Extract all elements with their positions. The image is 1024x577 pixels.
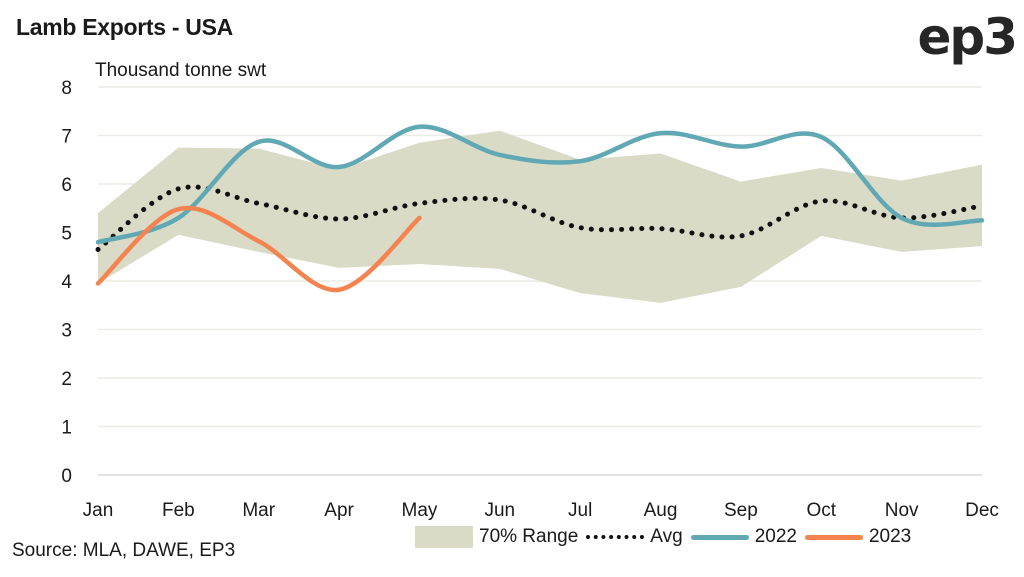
legend-swatch-2022	[690, 534, 749, 540]
legend-item-avg: Avg	[586, 526, 683, 548]
x-tick-label: Apr	[324, 500, 354, 521]
x-tick-label: Jun	[484, 500, 515, 521]
x-tick-label: Mar	[242, 500, 275, 521]
y-tick-label: 2	[61, 369, 72, 390]
legend-swatch-range	[415, 526, 473, 548]
source-note: Source: MLA, DAWE, EP3	[12, 540, 236, 561]
y-tick-label: 6	[61, 175, 72, 196]
x-tick-label: Dec	[965, 500, 999, 521]
y-axis-unit-label: Thousand tonne swt	[95, 60, 267, 81]
legend-swatch-2023	[804, 534, 863, 540]
x-tick-label: May	[402, 500, 438, 521]
y-tick-label: 5	[61, 224, 72, 245]
x-tick-label: Oct	[806, 500, 836, 521]
legend-label-range: 70% Range	[479, 526, 579, 547]
y-tick-label: 7	[61, 127, 72, 148]
x-tick-label: Jan	[83, 500, 114, 521]
series-line-2023	[95, 205, 422, 293]
legend-item-range: 70% Range	[415, 526, 578, 548]
x-tick-label: Aug	[644, 500, 678, 521]
legend: 70% Range Avg 2022 2023	[415, 526, 919, 548]
legend-label-avg: Avg	[650, 526, 683, 547]
x-tick-label: Jul	[568, 500, 592, 521]
chart-title: Lamb Exports - USA	[16, 14, 233, 40]
y-tick-label: 8	[61, 78, 72, 99]
ep3-logo: ep3	[917, 8, 1018, 66]
legend-item-2023: 2023	[804, 526, 912, 548]
series-line-avg	[95, 184, 985, 252]
legend-item-2022: 2022	[690, 526, 797, 548]
y-tick-label: 3	[61, 321, 72, 342]
x-tick-label: Nov	[885, 500, 919, 521]
legend-label-2023: 2023	[868, 526, 912, 547]
series-line-2022	[95, 124, 985, 245]
y-tick-label: 0	[61, 466, 72, 487]
y-tick-label: 1	[61, 418, 72, 439]
legend-label-2022: 2022	[754, 526, 797, 547]
x-tick-label: Sep	[724, 500, 758, 521]
legend-swatch-avg	[586, 535, 645, 539]
x-tick-label: Feb	[162, 500, 195, 521]
range-area	[98, 130, 982, 303]
y-tick-label: 4	[61, 272, 72, 293]
